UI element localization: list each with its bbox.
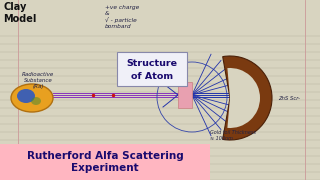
Ellipse shape <box>11 84 53 112</box>
FancyBboxPatch shape <box>178 82 192 108</box>
FancyBboxPatch shape <box>0 144 210 180</box>
Text: +ve charge
&
√ - particle
bombard: +ve charge & √ - particle bombard <box>105 5 139 29</box>
Text: Rutherford Alfa Scattering
Experiment: Rutherford Alfa Scattering Experiment <box>27 151 183 173</box>
Text: Radioactive
Substance
(Ra): Radioactive Substance (Ra) <box>22 72 54 89</box>
Ellipse shape <box>17 89 35 103</box>
Ellipse shape <box>31 97 41 105</box>
Wedge shape <box>223 56 272 140</box>
Text: Gold foil Thickness
≈ 100nm: Gold foil Thickness ≈ 100nm <box>210 130 256 141</box>
Text: Structure: Structure <box>126 59 178 68</box>
Wedge shape <box>228 68 260 128</box>
FancyBboxPatch shape <box>117 52 187 86</box>
Text: Clay
Model: Clay Model <box>3 2 36 24</box>
Text: of Atom: of Atom <box>131 71 173 80</box>
Text: ZnS Scr-: ZnS Scr- <box>278 96 300 100</box>
